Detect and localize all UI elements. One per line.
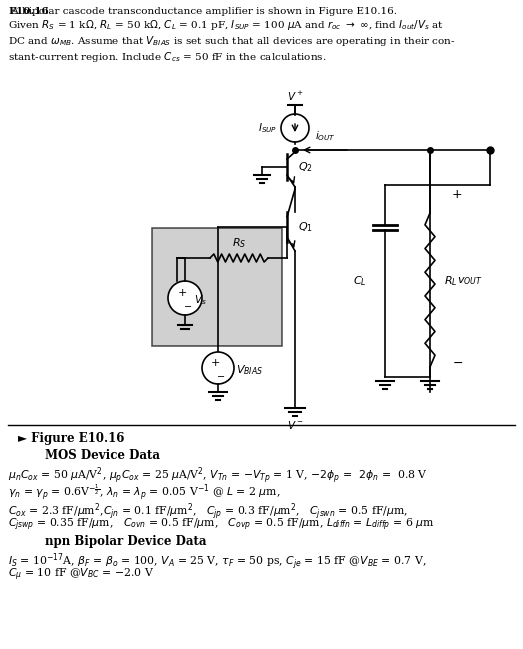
Text: $v_{OUT}$: $v_{OUT}$ — [457, 275, 483, 287]
Bar — [152, 228, 282, 346]
Text: $-$: $-$ — [452, 356, 463, 369]
Text: $I_{SUP}$: $I_{SUP}$ — [258, 121, 277, 135]
Text: $R_S$: $R_S$ — [232, 236, 246, 250]
Text: $C_L$: $C_L$ — [354, 274, 367, 288]
Text: E10.16: E10.16 — [8, 7, 49, 16]
Text: $C_{ox}$ = 2.3 fF/$\mu$m$^2$,$C_{jn}$ = 0.1 fF/$\mu$m$^2$,   $C_{jp}$ = 0.3 fF/$: $C_{ox}$ = 2.3 fF/$\mu$m$^2$,$C_{jn}$ = … — [8, 501, 408, 522]
Text: MOS Device Data: MOS Device Data — [45, 449, 160, 462]
Text: $V^-$: $V^-$ — [287, 419, 303, 431]
Text: $Q_1$: $Q_1$ — [298, 220, 313, 234]
Text: $V_{BIAS}$: $V_{BIAS}$ — [236, 363, 263, 377]
Text: $i_{OUT}$: $i_{OUT}$ — [315, 129, 335, 143]
Text: $-$: $-$ — [217, 370, 225, 380]
Text: $V_s$: $V_s$ — [194, 293, 207, 307]
Text: +: + — [177, 288, 187, 298]
Text: A bipolar cascode transconductance amplifier is shown in Figure E10.16.
Given $R: A bipolar cascode transconductance ampli… — [8, 7, 456, 64]
Text: $R_L$: $R_L$ — [444, 274, 458, 288]
Text: $Q_2$: $Q_2$ — [298, 160, 313, 174]
Text: $V^+$: $V^+$ — [287, 90, 303, 103]
Text: $C_{\mu}$ = 10 fF @$V_{BC}$ = $-$2.0 V: $C_{\mu}$ = 10 fF @$V_{BC}$ = $-$2.0 V — [8, 567, 154, 583]
Circle shape — [202, 352, 234, 384]
Text: +: + — [210, 358, 220, 368]
Text: +: + — [452, 188, 463, 201]
Text: $I_S$ = 10$^{-17}$A, $\beta_F$ = $\beta_o$ = 100, $V_A$ = 25 V, $\tau_F$ = 50 ps: $I_S$ = 10$^{-17}$A, $\beta_F$ = $\beta_… — [8, 551, 426, 572]
Text: $\mu_n C_{ox}$ = 50 $\mu$A/V$^2$, $\mu_p C_{ox}$ = 25 $\mu$A/V$^2$, $V_{Tn}$ = $: $\mu_n C_{ox}$ = 50 $\mu$A/V$^2$, $\mu_p… — [8, 465, 427, 486]
Text: $\gamma_n$ = $\gamma_p$ = 0.6V$^{-\frac{1}{2}}$, $\lambda_n$ = $\lambda_p$ = 0.0: $\gamma_n$ = $\gamma_p$ = 0.6V$^{-\frac{… — [8, 483, 280, 503]
Circle shape — [168, 281, 202, 315]
Text: npn Bipolar Device Data: npn Bipolar Device Data — [45, 535, 207, 548]
Text: $C_{jswp}$ = 0.35 fF/$\mu$m,   $C_{ovn}$ = 0.5 fF/$\mu$m,   $C_{ovp}$ = 0.5 fF/$: $C_{jswp}$ = 0.35 fF/$\mu$m, $C_{ovn}$ =… — [8, 517, 435, 533]
Text: ► Figure E10.16: ► Figure E10.16 — [18, 432, 124, 445]
Text: $-$: $-$ — [184, 300, 192, 310]
